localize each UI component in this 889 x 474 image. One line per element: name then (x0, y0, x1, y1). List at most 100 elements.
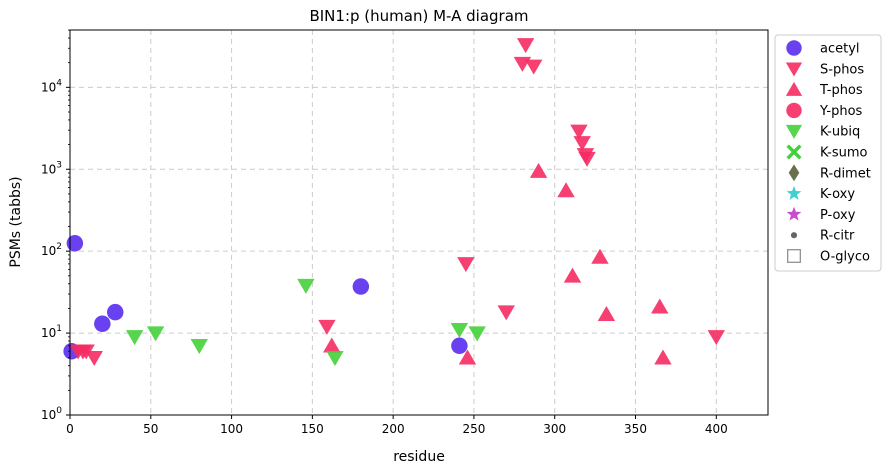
point-acetyl (106, 303, 124, 321)
point-t-phos (458, 349, 477, 365)
x-tick-label: 0 (66, 422, 74, 436)
point-s-phos-shape (578, 151, 596, 167)
point-s-phos (85, 350, 103, 366)
point-t-phos-shape (557, 182, 575, 198)
legend-label-r-citr: R-citr (820, 229, 855, 244)
point-s-phos (707, 330, 725, 346)
x-tick-label: 300 (543, 422, 566, 436)
point-k-ubiq-shape (326, 350, 344, 366)
legend-label-s-phos: S-phos (820, 62, 864, 77)
x-tick-label: 100 (220, 422, 243, 436)
point-s-phos-shape (85, 350, 103, 366)
point-t-phos (323, 337, 341, 353)
legend-label-y-phos: Y-phos (819, 104, 863, 119)
point-k-ubiq-shape (450, 322, 469, 338)
point-k-ubiq (125, 330, 144, 346)
legend-marker-k-sumo (786, 144, 802, 160)
point-s-phos (573, 136, 591, 152)
point-s-phos (525, 59, 543, 75)
x-tick-label: 400 (705, 422, 728, 436)
legend-marker-r-dimet-shape (788, 164, 800, 182)
point-t-phos-shape (458, 349, 477, 365)
point-s-phos (457, 257, 475, 273)
point-acetyl-shape (106, 303, 124, 321)
x-tick-label: 350 (624, 422, 647, 436)
point-acetyl (94, 315, 111, 333)
legend-marker-k-oxy (786, 185, 802, 200)
point-t-phos-shape (651, 298, 669, 314)
point-k-ubiq-shape (297, 278, 315, 294)
legend-marker-r-dimet (788, 164, 800, 182)
legend-marker-k-ubiq (785, 124, 803, 139)
point-s-phos-shape (707, 330, 725, 346)
legend-label-o-glyco: O-glyco (820, 250, 870, 265)
y-tick-label: 103 (41, 160, 62, 176)
point-t-phos-shape (654, 349, 672, 365)
point-acetyl (352, 278, 370, 295)
point-k-ubiq (190, 339, 208, 355)
point-t-phos (563, 267, 582, 283)
y-tick-label: 101 (41, 324, 62, 340)
y-tick-label: 102 (41, 242, 62, 258)
point-t-phos-shape (529, 162, 548, 178)
point-s-phos-shape (457, 257, 475, 273)
legend-marker-t-phos-shape (785, 81, 803, 96)
point-t-phos (651, 298, 669, 314)
legend-marker-k-sumo-shape (786, 144, 802, 160)
point-k-ubiq-shape (468, 326, 486, 342)
legend-marker-acetyl-shape (786, 40, 802, 56)
point-s-phos-shape (570, 124, 588, 140)
legend-marker-p-oxy (786, 206, 802, 221)
data-points (63, 38, 725, 366)
legend-marker-k-oxy-shape (786, 185, 802, 200)
point-s-phos-shape (516, 38, 535, 54)
legend-marker-k-ubiq-shape (785, 124, 803, 139)
legend-marker-y-phos-shape (786, 102, 802, 119)
chart-title: BIN1:p (human) M-A diagram (309, 7, 528, 25)
point-t-phos-shape (591, 248, 609, 264)
grid (69, 30, 768, 416)
x-tick-label: 200 (382, 422, 405, 436)
point-k-ubiq (297, 278, 315, 294)
legend-box (774, 34, 882, 272)
legend-label-t-phos: T-phos (819, 83, 863, 98)
point-s-phos-shape (497, 305, 515, 321)
legend-marker-acetyl (786, 40, 802, 56)
point-t-phos (557, 182, 575, 198)
point-s-phos-shape (573, 136, 591, 152)
x-tick-label: 150 (301, 422, 324, 436)
point-s-phos (578, 151, 596, 167)
legend-marker-o-glyco-shape (787, 249, 801, 263)
point-t-phos-shape (597, 305, 616, 321)
y-tick-label: 100 (41, 406, 62, 422)
y-axis-ticks: 100 101 102 103 104 (41, 29, 70, 422)
point-k-ubiq-shape (190, 339, 208, 355)
legend-label-r-dimet: R-dimet (820, 166, 871, 181)
legend-marker-y-phos (786, 102, 802, 119)
x-tick-label: 50 (143, 422, 158, 436)
point-acetyl-shape (66, 234, 84, 252)
point-s-phos (516, 38, 535, 54)
legend-label-k-sumo: K-sumo (820, 146, 868, 161)
legend-marker-r-citr-shape (790, 232, 798, 239)
point-k-ubiq-shape (146, 326, 165, 342)
point-t-phos (597, 305, 616, 321)
y-axis-title: PSMs (tabbs) (8, 176, 24, 267)
legend: acetyl S-phos T-phos Y-phos K-ubiq K-sumo R-di… (774, 34, 882, 272)
point-k-ubiq (146, 326, 165, 342)
legend-items: acetyl S-phos T-phos Y-phos K-ubiq K-sumo R-di… (785, 40, 871, 265)
legend-marker-r-citr (790, 232, 798, 239)
point-t-phos-shape (563, 267, 582, 283)
point-t-phos (529, 162, 548, 178)
x-axis-title: residue (393, 449, 445, 465)
legend-label-k-oxy: K-oxy (820, 187, 855, 202)
legend-marker-o-glyco (787, 249, 801, 263)
x-tick-label: 250 (462, 422, 485, 436)
point-k-ubiq (450, 322, 469, 338)
legend-marker-t-phos (785, 81, 803, 96)
legend-label-p-oxy: P-oxy (820, 208, 856, 223)
point-s-phos (570, 124, 588, 140)
point-k-ubiq (326, 350, 344, 366)
point-k-ubiq (468, 326, 486, 342)
